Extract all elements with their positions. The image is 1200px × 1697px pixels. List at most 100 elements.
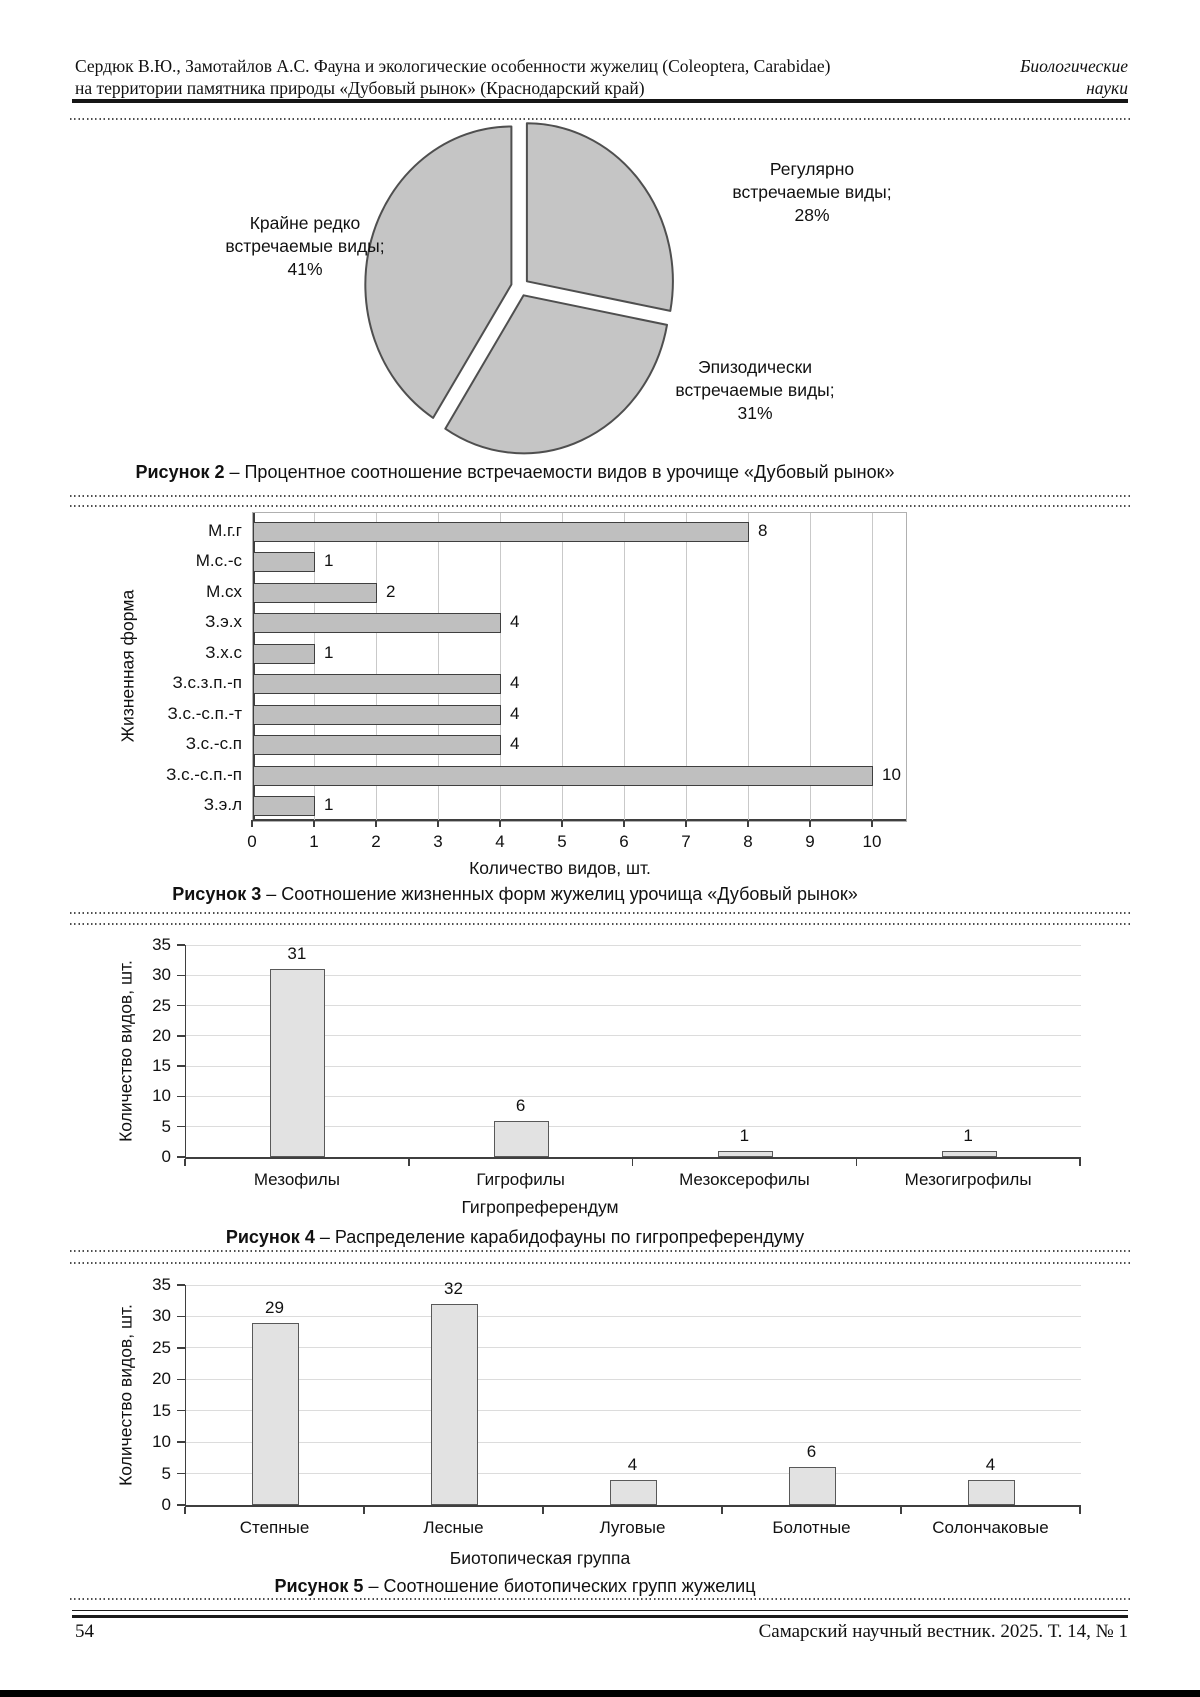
y-axis-tick (177, 944, 185, 946)
bar-value-label: 1 (963, 1125, 973, 1145)
category-label: Болотные (772, 1518, 851, 1537)
pie-label-line: встречаемые виды; (732, 182, 892, 202)
x-axis-tick-label: 10 (862, 832, 882, 851)
gridline (186, 974, 1081, 976)
x-axis-tick (408, 1159, 410, 1166)
figure4-caption-text: – Распределение карабидофауны по гигропр… (319, 1227, 805, 1247)
category-label: З.э.л (203, 795, 242, 815)
figure4-y-axis-title: Количество видов, шт. (115, 960, 136, 1142)
figure2-pie-chart (364, 122, 674, 455)
figure3-plot-area (252, 512, 907, 822)
footer-page-number: 54 (75, 1621, 94, 1642)
x-axis-tick (184, 1159, 186, 1166)
separator-dotted (70, 1598, 1130, 1600)
bar-Мезофилы (270, 969, 326, 1157)
gridline (186, 1126, 1081, 1128)
x-axis-tick-label: 7 (681, 832, 691, 851)
gridline (186, 1347, 1081, 1349)
bar-З.э.л (253, 796, 315, 817)
figure5-plot-area (185, 1284, 1081, 1507)
y-axis-tick-label: 5 (161, 1116, 171, 1136)
x-axis-tick-label: 6 (619, 832, 629, 851)
gridline (872, 513, 873, 821)
y-axis-tick (177, 1315, 185, 1318)
y-axis-tick-label: 20 (152, 1369, 171, 1389)
header-article-title: Сердюк В.Ю., Замотайлов А.С. Фауна и эко… (75, 56, 865, 99)
x-axis-tick-label: 1 (309, 832, 319, 851)
header-section-name: Биологические науки (860, 56, 1128, 99)
x-axis-tick (363, 1507, 365, 1514)
bar-value-label: 1 (324, 795, 334, 815)
x-axis-tick-label: 4 (495, 832, 505, 851)
separator-dotted (70, 495, 1130, 497)
bar-value-label: 10 (882, 764, 901, 784)
x-axis-line (253, 818, 906, 821)
gridline (562, 513, 563, 821)
separator-dotted (70, 1250, 1130, 1252)
y-axis-tick (177, 1472, 185, 1475)
bar-value-label: 6 (515, 1095, 526, 1115)
category-label: З.с.-с.п.-т (167, 703, 242, 723)
x-axis-tick (313, 820, 315, 827)
x-axis-tick (721, 1507, 723, 1514)
bar-Лесные (431, 1303, 478, 1505)
gridline (186, 1284, 1081, 1286)
bar-М.г.г (253, 521, 749, 542)
gridline (186, 1095, 1081, 1097)
bar-value-label: 4 (510, 734, 520, 754)
bar-value-label: 29 (265, 1297, 284, 1317)
x-axis-tick (747, 820, 749, 827)
category-label: М.с.-с (195, 551, 242, 571)
figure5-caption: Рисунок 5 – Соотношение биотопических гр… (70, 1576, 960, 1597)
y-axis-tick-label: 35 (152, 1275, 171, 1294)
category-label: Луговые (599, 1518, 666, 1537)
y-axis-tick-label: 15 (152, 1400, 171, 1420)
pie-label-value: 31% (737, 403, 773, 423)
x-axis-tick (251, 820, 253, 827)
category-label: Гигрофилы (476, 1170, 565, 1189)
gridline (186, 1473, 1081, 1475)
pie-label-line: Эпизодически (697, 357, 813, 377)
pie-label-value: 28% (794, 205, 830, 225)
pie-label-line: встречаемые виды; (225, 236, 385, 256)
bar-value-label: 32 (444, 1278, 463, 1298)
category-label: М.сх (206, 581, 242, 601)
pie-slice-31pct (444, 294, 668, 455)
bar-Мезогигрофилы (941, 1150, 997, 1157)
gridline (186, 1410, 1081, 1412)
y-axis-tick-label: 35 (152, 935, 171, 954)
figure3-caption-label: Рисунок 3 (172, 884, 262, 904)
gridline (748, 513, 749, 821)
figure4-x-axis-title: Гигропреферендум (461, 1197, 619, 1217)
figure3-caption: Рисунок 3 – Соотношение жизненных форм ж… (70, 884, 960, 905)
figure4-caption-label: Рисунок 4 (225, 1227, 315, 1247)
x-axis-tick-label: 8 (743, 832, 753, 851)
figure4-caption: Рисунок 4 – Распределение карабидофауны … (70, 1227, 960, 1248)
x-axis-tick-label: 0 (247, 832, 257, 851)
y-axis-tick (177, 974, 185, 977)
figure5-bar-chart: Количество видов, шт. Биотопическая груп… (70, 1275, 1130, 1595)
x-axis-tick (437, 820, 439, 827)
y-axis-tick-label: 10 (152, 1086, 171, 1106)
figure4-bar-chart: Количество видов, шт. Гигропреферендум 0… (70, 935, 1130, 1245)
x-axis-tick (855, 1159, 857, 1166)
bar-М.с.-с (253, 552, 315, 573)
category-label: Лесные (423, 1518, 484, 1537)
bar-З.с.-с.п (253, 735, 501, 756)
figure3-caption-text: – Соотношение жизненных форм жужелиц уро… (266, 884, 858, 904)
x-axis-tick-label: 9 (805, 832, 815, 851)
gridline (186, 1005, 1081, 1007)
separator-dotted (70, 505, 1130, 507)
separator-dotted (70, 912, 1130, 914)
x-axis-tick-label: 5 (557, 832, 567, 851)
gridline (186, 1035, 1081, 1037)
separator-dotted (70, 118, 1130, 120)
category-label: Солончаковые (932, 1518, 1049, 1537)
pie-label-episodic: Эпизодически встречаемые виды; 31% (625, 356, 885, 425)
header-line1: Сердюк В.Ю., Замотайлов А.С. Фауна и эко… (75, 56, 831, 76)
bar-value-label: 4 (510, 673, 520, 693)
bar-value-label: 6 (806, 1442, 817, 1462)
x-axis-tick (623, 820, 625, 827)
